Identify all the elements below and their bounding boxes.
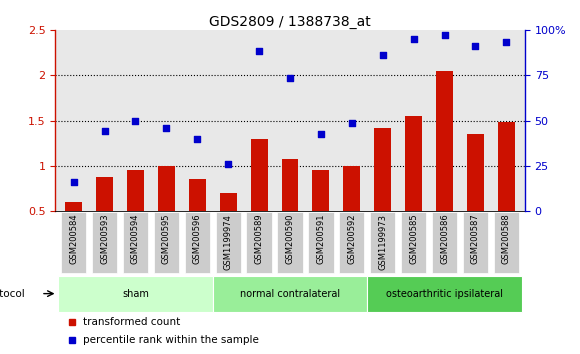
Text: sham: sham [122,289,149,299]
Text: GSM200594: GSM200594 [131,214,140,264]
Text: GSM200590: GSM200590 [285,214,295,264]
Text: GSM200586: GSM200586 [440,214,449,264]
FancyBboxPatch shape [308,212,334,273]
FancyBboxPatch shape [401,212,426,273]
Point [347,120,357,126]
Text: GSM200585: GSM200585 [409,214,418,264]
Bar [374,128,392,211]
FancyBboxPatch shape [92,212,117,273]
Bar [158,166,175,211]
Bar [96,177,113,211]
Text: GSM200587: GSM200587 [471,214,480,264]
Bar [343,166,360,211]
Bar [313,170,329,211]
Bar [188,179,206,211]
Text: protocol: protocol [0,289,24,299]
FancyBboxPatch shape [58,276,213,312]
Point [409,36,418,42]
Bar [467,134,484,211]
Point [193,136,202,142]
Text: percentile rank within the sample: percentile rank within the sample [84,335,259,345]
FancyBboxPatch shape [463,212,488,273]
FancyBboxPatch shape [213,276,367,312]
Point [285,75,295,81]
Text: transformed count: transformed count [84,316,180,326]
Bar [498,122,515,211]
Text: GSM200592: GSM200592 [347,214,356,264]
Text: GSM200593: GSM200593 [100,214,109,264]
Title: GDS2809 / 1388738_at: GDS2809 / 1388738_at [209,15,371,29]
Text: GSM1199973: GSM1199973 [378,214,387,270]
Point [471,44,480,49]
FancyBboxPatch shape [339,212,364,273]
FancyBboxPatch shape [61,212,86,273]
Bar [220,193,237,211]
FancyBboxPatch shape [367,276,522,312]
Point [316,131,325,137]
FancyBboxPatch shape [494,212,519,273]
Point [255,48,264,54]
Point [502,39,511,45]
Point [162,125,171,131]
Point [440,32,449,38]
Text: GSM1199974: GSM1199974 [224,214,233,269]
Point [69,179,78,185]
Bar [281,159,299,211]
Point [131,118,140,124]
Text: GSM200589: GSM200589 [255,214,263,264]
FancyBboxPatch shape [277,212,303,273]
Text: GSM200591: GSM200591 [317,214,325,264]
Text: GSM200596: GSM200596 [193,214,202,264]
Bar [436,71,453,211]
Bar [65,202,82,211]
FancyBboxPatch shape [123,212,148,273]
Point [223,161,233,167]
FancyBboxPatch shape [154,212,179,273]
Bar [251,139,267,211]
FancyBboxPatch shape [432,212,457,273]
Text: GSM200595: GSM200595 [162,214,171,264]
Bar [405,116,422,211]
FancyBboxPatch shape [370,212,396,273]
Point [378,52,387,57]
Bar [127,170,144,211]
Text: GSM200584: GSM200584 [69,214,78,264]
Text: GSM200588: GSM200588 [502,214,511,264]
Point [100,129,109,134]
FancyBboxPatch shape [246,212,272,273]
Text: normal contralateral: normal contralateral [240,289,340,299]
FancyBboxPatch shape [216,212,241,273]
Text: osteoarthritic ipsilateral: osteoarthritic ipsilateral [386,289,503,299]
FancyBboxPatch shape [184,212,210,273]
